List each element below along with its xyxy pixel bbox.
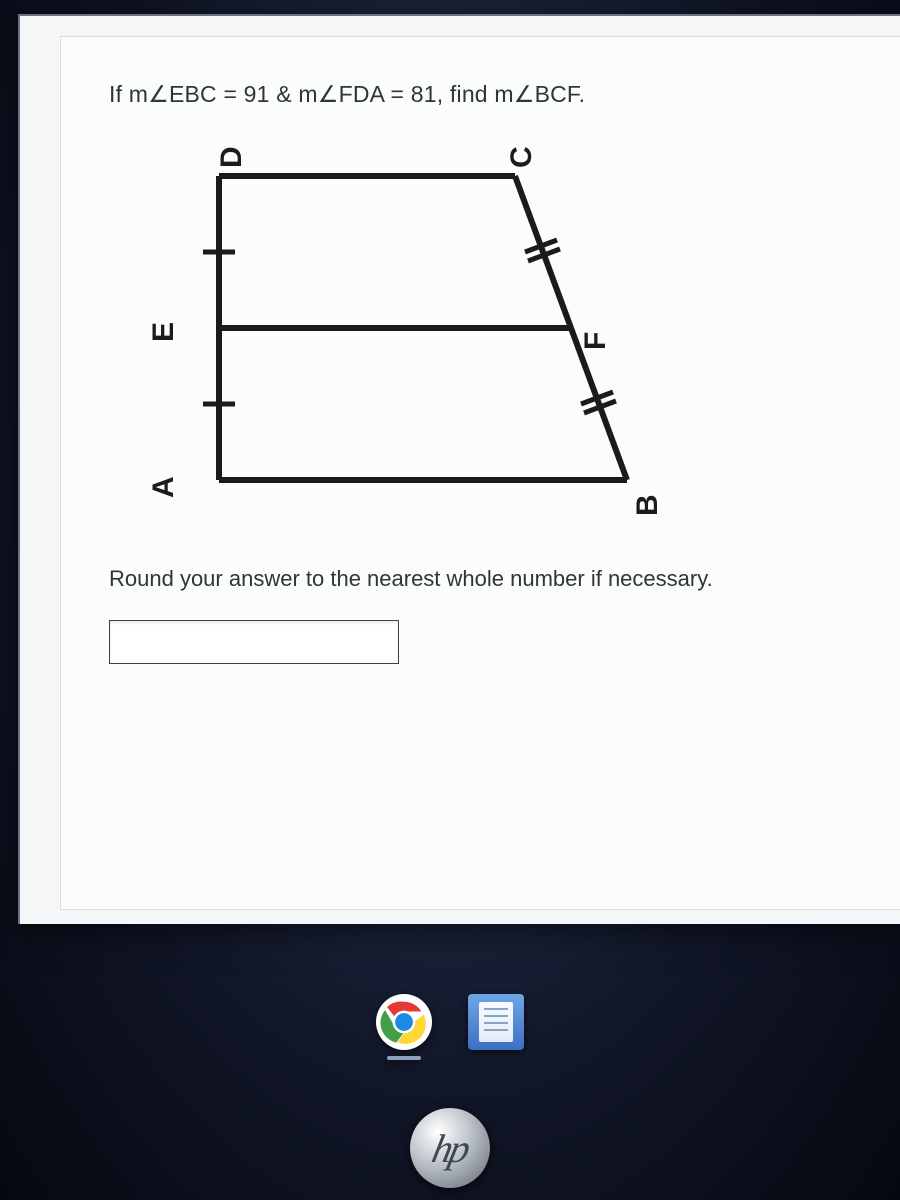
vertex-label-A: A [147, 476, 180, 498]
vertex-label-E: E [147, 322, 180, 342]
browser-viewport: If m∠EBC = 91 & m∠FDA = 81, find m∠BCF. [18, 14, 900, 924]
vertex-label-D: D [215, 146, 248, 168]
chrome-icon[interactable] [376, 994, 432, 1050]
hp-logo-disc: hp [410, 1108, 490, 1188]
vertex-label-F: F [579, 332, 612, 350]
vertex-label-B: B [631, 494, 664, 516]
angle2-label: FDA [339, 81, 384, 107]
question-prompt: If m∠EBC = 91 & m∠FDA = 81, find m∠BCF. [109, 81, 866, 108]
angle-symbol-icon: ∠ [514, 81, 535, 107]
notepad-icon[interactable] [468, 994, 524, 1050]
angle-symbol-icon: ∠ [148, 81, 169, 107]
angle1-label: EBC [169, 81, 217, 107]
notepad-sheet-icon [479, 1002, 513, 1042]
hp-logo: hp [0, 1108, 900, 1188]
prompt-part: = 81, find m [384, 81, 514, 107]
answer-input[interactable] [109, 620, 399, 664]
taskbar-active-underline [387, 1056, 421, 1060]
taskbar [0, 990, 900, 1080]
angle-symbol-icon: ∠ [318, 81, 339, 107]
prompt-part: If m [109, 81, 148, 107]
vertex-label-C: C [505, 146, 538, 168]
trapezoid-diagram: A B C D E F [127, 128, 687, 548]
prompt-part: . [579, 81, 586, 107]
angle3-label: BCF [535, 81, 579, 107]
question-card: If m∠EBC = 91 & m∠FDA = 81, find m∠BCF. [60, 36, 900, 910]
prompt-part: = 91 & m [217, 81, 318, 107]
rounding-instruction: Round your answer to the nearest whole n… [109, 566, 866, 592]
hp-logo-text: hp [428, 1125, 472, 1172]
